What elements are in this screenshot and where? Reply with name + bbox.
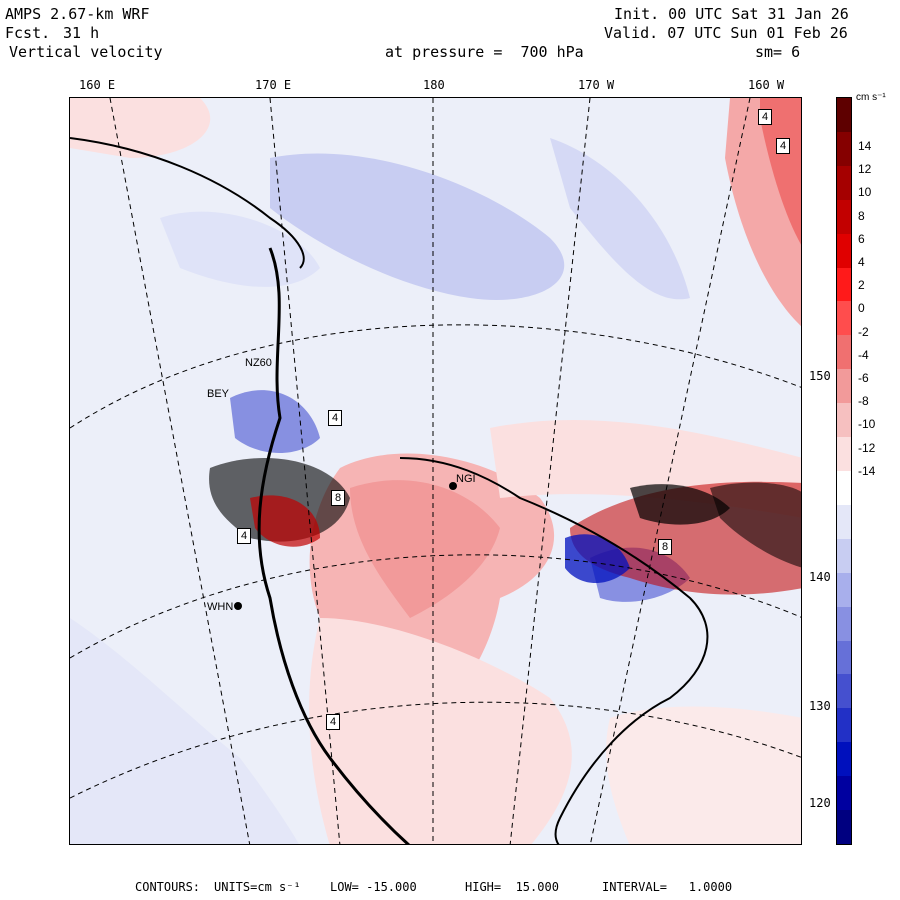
footer-high: HIGH= 15.000 [465,880,559,894]
colorbar-segment [837,199,851,235]
station-whn: WHN [207,601,234,613]
model-title: AMPS 2.67-km WRF [5,5,150,23]
smoothing-value: sm= 6 [755,43,801,61]
negative-region-north [270,153,565,300]
positive-plume-core [350,480,500,618]
init-time: Init. 00 UTC Sat 31 Jan 26 [614,5,849,23]
colorbar-segment [837,471,851,506]
contour-label-1: 4 [758,109,772,125]
parallel-middle [70,554,801,659]
positive-region-south [309,618,572,844]
parallel-south [70,701,801,799]
coastline-north [70,137,305,269]
footer-interval: INTERVAL= 1.0000 [602,880,733,894]
colorbar-tick-label: -14 [858,463,876,478]
colorbar-tick-label: -8 [858,394,869,409]
colorbar-segment [837,504,851,540]
positive-region-southeast [606,706,801,844]
negative-core-coast [230,390,320,453]
colorbar-segment [837,335,851,370]
colorbar-segment [837,403,851,438]
colorbar-tick-label: 2 [858,278,865,293]
colorbar-segment [837,810,851,845]
colorbar-segment [837,437,851,472]
colorbar-segment [837,742,851,777]
colorbar-segment [837,708,851,743]
valid-time: Valid. 07 UTC Sun 01 Feb 26 [604,24,848,42]
colorbar-segment [837,606,851,642]
colorbar-tick-label: 8 [858,208,865,223]
positive-core-northeast [760,98,801,245]
colorbar-tick-label: -6 [858,371,869,385]
dense-contours-east-a [630,484,730,525]
parallel-north [70,324,801,429]
station-bey: BEY [207,388,230,400]
colorbar-tick-label: 12 [858,162,872,177]
contour-label-6: 8 [658,539,672,555]
forecast-hour: 31 h [63,24,100,42]
coastline-ice-shelf [399,457,709,844]
footer-contours: CONTOURS: [135,880,201,894]
forecast-label: Fcst. [5,24,51,42]
colorbar-segment [837,233,851,269]
contour-label-3: 4 [237,528,251,544]
colorbar-segment [837,301,851,336]
negative-region-northeast [550,138,690,300]
colorbar-tick-label: -4 [858,347,869,362]
colorbar-tick-label: -10 [858,417,876,432]
lon-label-160w: 160 W [748,78,785,92]
lon-label-170w: 170 W [578,78,615,92]
negative-core-east [565,534,630,583]
field-name: Vertical velocity [9,43,163,61]
station-ngi: NGI [456,473,476,485]
contour-label-7: 4 [328,410,342,426]
negative-region-southwest [70,618,299,844]
pressure-level: at pressure = 700 hPa [385,43,584,61]
colorbar-segment [837,776,851,811]
colorbar-segment [837,98,851,133]
colorbar-tick-label: -12 [858,440,876,455]
map-field-svg [70,98,801,844]
colorbar [836,97,852,845]
station-nz60: NZ60 [245,357,272,369]
colorbar-tick-label: 0 [858,301,865,316]
colorbar-segment [837,369,851,404]
colorbar-tick-label: 4 [858,255,865,269]
contour-label-2: 4 [776,138,790,154]
colorbar-segment [837,640,851,675]
colorbar-tick-label: -2 [858,324,869,339]
contour-label-5: 8 [331,490,345,506]
lon-label-180: 180 [423,78,445,92]
lon-label-170e: 170 E [255,78,292,92]
colorbar-segment [837,538,851,574]
colorbar-segment [837,267,851,302]
colorbar-tick-label: 14 [858,139,872,153]
coastline-west [257,247,411,844]
colorbar-segment [837,674,851,709]
positive-core-coast [250,495,320,547]
negative-region-northwest [160,211,320,287]
colorbar-segment [837,131,851,167]
colorbar-segment [837,165,851,201]
station-whn-dot [234,602,242,610]
colorbar-tick-label: 10 [858,185,872,200]
vertical-velocity-map: NGI BEY NZ60 WHN 4 4 4 4 8 8 4 [69,97,802,845]
lon-label-160e: 160 E [79,78,116,92]
contour-label-4: 4 [326,714,340,730]
dense-contours-east-b [710,482,801,568]
meridian-160w [589,98,751,844]
colorbar-units: cm s⁻¹ [856,92,886,103]
colorbar-segment [837,572,851,608]
meridian-160e [109,98,251,844]
footer-units: UNITS=cm s⁻¹ [214,880,301,894]
footer-low: LOW= -15.000 [330,880,417,894]
colorbar-tick-label: 6 [858,231,865,246]
station-ngi-dot [449,482,457,490]
